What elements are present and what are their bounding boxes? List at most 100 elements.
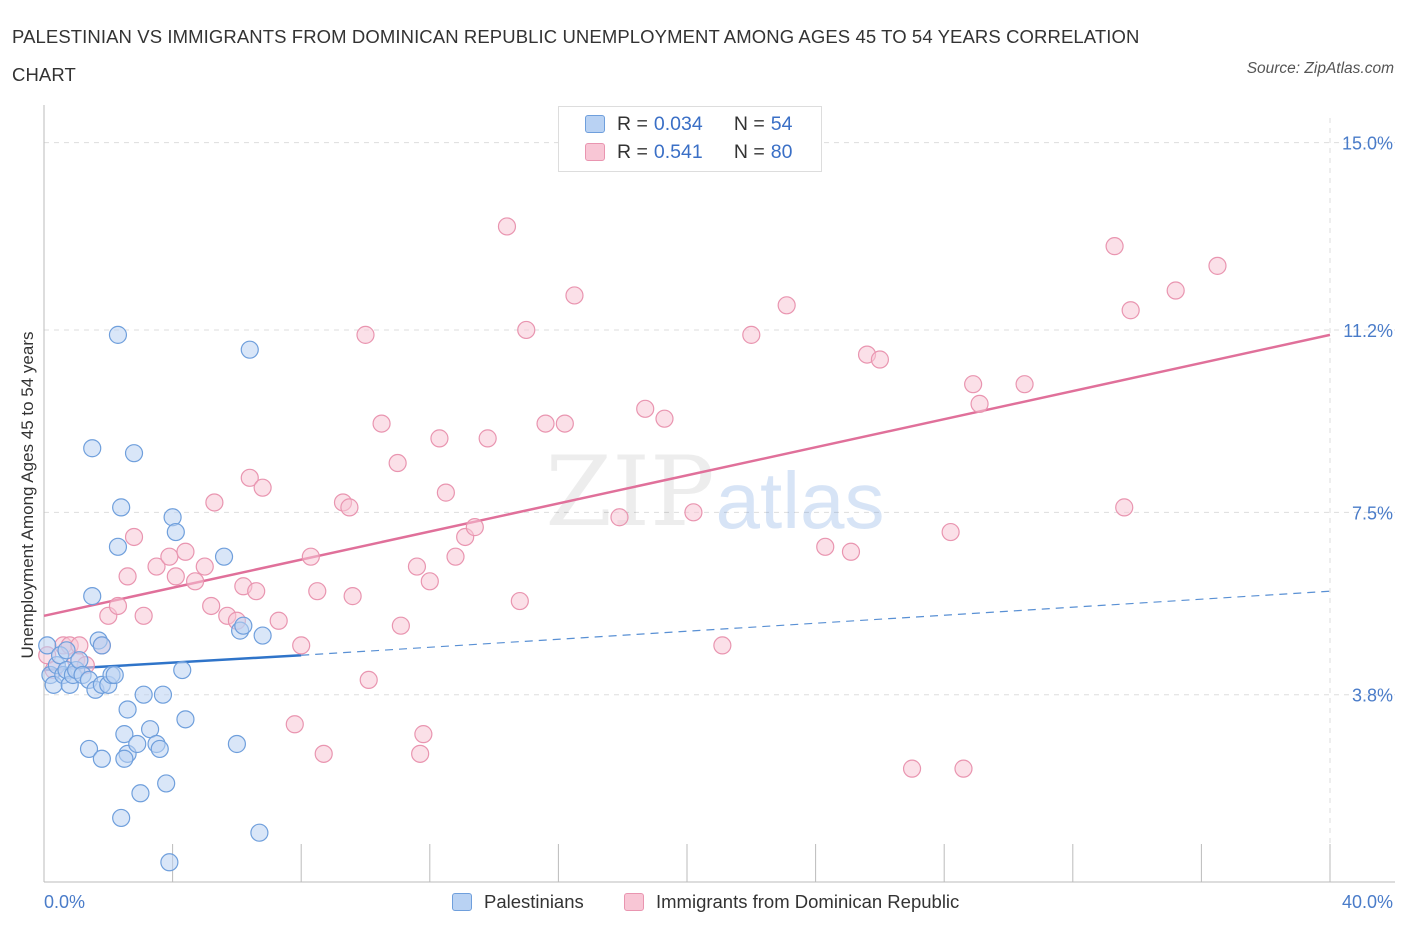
trend-line-dominican [43,333,1331,618]
point-dominican [777,296,796,315]
point-dominican [517,320,536,340]
point-dominican [407,557,427,576]
point-palestinians [112,498,131,517]
point-palestinians [57,641,76,660]
legend-r-label: R = [617,112,648,135]
point-palestinians [79,739,99,759]
point-dominican [340,498,359,517]
point-dominican [176,542,195,561]
point-palestinians [173,660,192,680]
point-dominican [1208,256,1227,275]
point-dominican [1015,375,1034,394]
bottom-legend-label: Immigrants from Dominican Republic [656,891,960,912]
point-palestinians [253,626,272,645]
point-dominican [1121,301,1140,320]
x-tick-label-max: 40.0% [1342,892,1393,912]
legend-box: R = 0.034 N = 54 R = 0.541 N = 80 [558,106,822,172]
point-palestinians [157,774,176,793]
point-palestinians [83,439,102,458]
point-dominican [205,493,224,512]
legend-n-value: 54 [770,112,793,135]
bottom-legend-swatch-dominican [624,893,644,911]
point-dominican [166,567,185,586]
point-palestinians [83,587,102,606]
point-palestinians [70,651,89,670]
point-dominican [1166,281,1185,300]
point-dominican [941,522,960,542]
point-dominican [536,414,555,433]
legend-n-label: N = [733,112,765,135]
point-dominican [636,399,655,418]
point-palestinians [160,853,179,872]
point-dominican [1105,237,1124,256]
point-dominican [359,670,378,690]
point-dominican [343,587,362,606]
point-dominican [202,596,221,616]
point-dominican [565,286,584,305]
trend-line-palestinians-dashed [301,590,1331,656]
source-label: Source: ZipAtlas.com [1246,60,1394,77]
point-dominican [610,508,629,527]
point-dominican [555,414,574,433]
legend-swatch-dominican [585,143,605,161]
point-dominican [160,547,179,566]
y-tick-label: 11.2% [1343,321,1393,341]
point-dominican [497,217,517,236]
point-dominican [902,759,922,778]
legend-r-value: 0.034 [653,112,703,135]
point-dominican [195,557,214,576]
legend-swatch-palestinians [585,115,605,133]
legend-row-palestinians: R = 0.034 N = 54 [585,112,792,136]
point-dominican [292,636,311,655]
point-dominican [372,414,391,433]
point-dominican [510,591,529,611]
point-dominican [420,572,439,591]
legend-r-value: 0.541 [653,140,703,163]
point-palestinians [166,522,185,542]
bottom-legend-palestinians: Palestinians [452,889,584,915]
point-palestinians [234,616,253,635]
point-palestinians [227,734,246,754]
point-palestinians [112,808,131,828]
point-palestinians [128,734,147,754]
point-palestinians [105,665,124,685]
point-dominican [478,429,497,448]
point-palestinians [250,823,269,842]
point-dominican [186,572,205,591]
point-dominican [816,537,835,556]
legend-n-value: 80 [770,140,793,163]
point-palestinians [115,749,134,768]
point-dominican [954,759,973,778]
point-dominican [414,725,433,744]
legend-r-label: R = [617,140,648,163]
tick-labels: 3.8% 7.5% 11.2% 15.0% 0.0% 40.0% [44,134,1393,912]
point-dominican [411,744,430,763]
point-dominican [108,596,128,616]
point-dominican [391,616,410,635]
point-dominican [253,478,272,497]
point-dominican [684,503,703,522]
point-dominican [314,744,333,763]
point-dominican [301,547,320,566]
point-dominican [388,453,407,473]
point-dominican [870,350,890,369]
point-palestinians [240,340,259,359]
point-palestinians [118,700,137,719]
point-palestinians [214,547,234,566]
gridlines [44,118,1395,882]
point-palestinians [92,636,111,655]
point-dominican [964,375,983,394]
bottom-legend-swatch-palestinians [452,893,472,911]
point-palestinians [150,739,169,759]
bottom-legend-dominican: Immigrants from Dominican Republic [624,889,959,915]
legend-row-dominican: R = 0.541 N = 80 [585,140,792,164]
point-dominican [285,715,304,734]
point-dominican [134,606,153,625]
x-tick-label-min: 0.0% [44,892,85,912]
watermark-atlas: atlas [716,456,885,545]
point-palestinians [38,636,57,655]
point-dominican [430,429,449,448]
point-palestinians [163,508,182,527]
point-dominican [308,582,327,601]
